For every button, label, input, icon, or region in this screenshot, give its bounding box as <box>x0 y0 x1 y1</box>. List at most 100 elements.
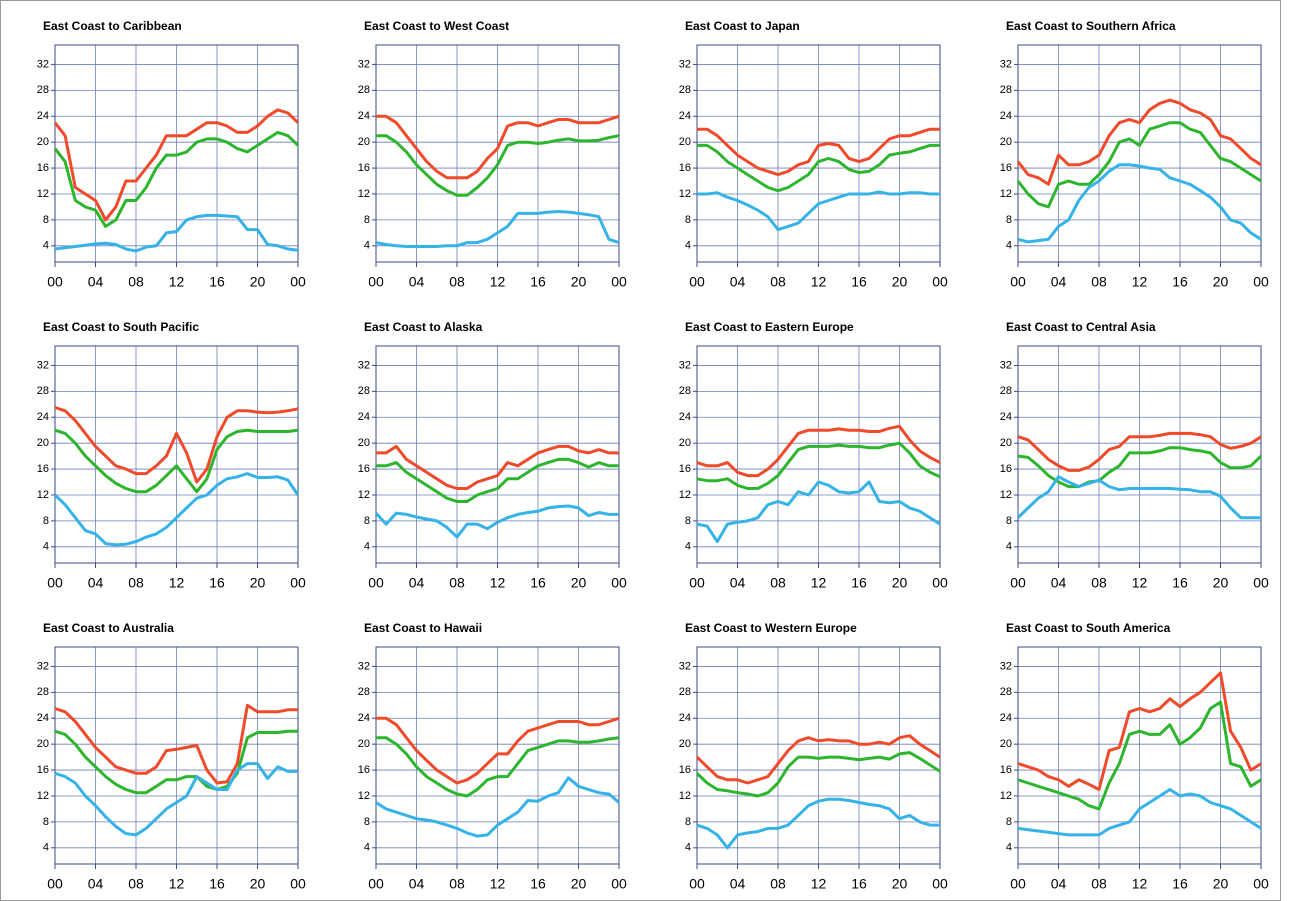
series-line <box>54 428 299 494</box>
x-tick-label: 20 <box>250 876 266 892</box>
y-tick-label: 16 <box>37 764 49 776</box>
x-tick-label: 00 <box>1010 575 1026 591</box>
chart-title: East Coast to Caribbean <box>43 19 182 33</box>
y-tick-label: 4 <box>43 240 49 252</box>
series-line <box>374 504 619 539</box>
x-tick-label: 16 <box>851 876 867 892</box>
chart-title: East Coast to Australia <box>43 621 174 635</box>
x-tick-label: 04 <box>1051 575 1067 591</box>
y-tick-label: 4 <box>1006 842 1012 854</box>
y-tick-label: 24 <box>358 411 370 423</box>
x-tick-label: 00 <box>290 575 306 591</box>
x-tick-label: 00 <box>689 575 705 591</box>
y-tick-label: 32 <box>37 58 49 70</box>
y-tick-label: 20 <box>358 136 370 148</box>
series-line <box>376 134 620 197</box>
x-tick-label: 16 <box>1172 876 1188 892</box>
y-tick-label: 32 <box>1000 58 1012 70</box>
y-tick-label: 24 <box>358 712 370 724</box>
x-tick-label: 16 <box>1172 575 1188 591</box>
y-tick-label: 28 <box>358 385 370 397</box>
x-tick-label: 00 <box>932 274 948 290</box>
series-line <box>696 424 941 478</box>
series-line <box>376 457 619 503</box>
x-tick-label: 00 <box>689 876 705 892</box>
y-tick-label: 8 <box>364 515 370 527</box>
x-tick-label: 16 <box>851 575 867 591</box>
y-tick-label: 28 <box>37 686 49 698</box>
y-tick-label: 28 <box>679 385 691 397</box>
y-tick-label: 8 <box>685 515 691 527</box>
series-line <box>1016 98 1262 186</box>
y-tick-label: 4 <box>364 541 370 553</box>
x-tick-label: 12 <box>490 274 506 290</box>
y-tick-label: 4 <box>364 842 370 854</box>
series-line <box>53 472 300 547</box>
y-tick-label: 16 <box>358 764 370 776</box>
plot-frame <box>1017 646 1262 865</box>
y-tick-label: 24 <box>679 110 691 122</box>
series-line <box>1016 475 1261 520</box>
x-tick-label: 00 <box>368 876 384 892</box>
y-tick-label: 24 <box>37 110 49 122</box>
y-tick-label: 12 <box>358 188 370 200</box>
y-tick-label: 32 <box>358 359 370 371</box>
x-tick-label: 12 <box>490 575 506 591</box>
x-tick-label: 12 <box>169 876 185 892</box>
series-line <box>54 762 298 837</box>
y-tick-label: 16 <box>1000 764 1012 776</box>
x-tick-label: 08 <box>1091 575 1107 591</box>
x-tick-label: 12 <box>1132 575 1148 591</box>
y-tick-label: 16 <box>679 162 691 174</box>
series-line <box>695 734 941 785</box>
series-line <box>376 736 620 798</box>
x-tick-label: 16 <box>530 575 546 591</box>
x-tick-label: 20 <box>1213 575 1229 591</box>
y-tick-label: 28 <box>37 84 49 96</box>
y-tick-label: 12 <box>679 188 691 200</box>
plot-frame <box>54 646 299 865</box>
x-tick-label: 12 <box>811 876 827 892</box>
y-tick-label: 32 <box>679 660 691 672</box>
series-line <box>696 480 941 544</box>
series-line <box>54 703 298 785</box>
series-line <box>697 127 940 177</box>
y-tick-label: 32 <box>1000 359 1012 371</box>
series-line <box>1017 788 1262 837</box>
y-tick-label: 4 <box>364 240 370 252</box>
y-tick-label: 8 <box>1006 816 1012 828</box>
series-line <box>696 441 941 490</box>
y-tick-label: 4 <box>1006 240 1012 252</box>
x-tick-label: 08 <box>770 876 786 892</box>
chart-panel: East Coast to Caribbean 4 8 12 16 20 24 28 32 00 0… <box>37 19 306 290</box>
y-tick-label: 28 <box>358 686 370 698</box>
series-line <box>54 406 299 484</box>
plot-frame <box>54 345 299 564</box>
x-tick-label: 12 <box>811 274 827 290</box>
y-tick-label: 4 <box>685 541 691 553</box>
y-tick-label: 20 <box>1000 738 1012 750</box>
y-tick-label: 20 <box>679 738 691 750</box>
x-tick-label: 00 <box>689 274 705 290</box>
x-tick-label: 08 <box>770 575 786 591</box>
chart-panel: East Coast to Southern Africa 4 8 12 16 20 24 2… <box>1000 19 1269 290</box>
plot-frame <box>1017 44 1262 263</box>
x-tick-label: 20 <box>571 274 587 290</box>
y-tick-label: 4 <box>43 541 49 553</box>
x-tick-label: 12 <box>1132 876 1148 892</box>
y-tick-label: 32 <box>358 58 370 70</box>
y-tick-label: 32 <box>679 359 691 371</box>
chart-title: East Coast to Eastern Europe <box>685 320 854 334</box>
x-tick-label: 16 <box>209 575 225 591</box>
plot-frame <box>696 44 941 263</box>
y-tick-label: 16 <box>37 463 49 475</box>
x-tick-label: 08 <box>770 274 786 290</box>
chart-title: East Coast to West Coast <box>364 19 509 33</box>
chart-panel: East Coast to Australia 4 8 12 16 20 24 28 32 00 0… <box>37 621 306 892</box>
y-tick-label: 24 <box>1000 712 1012 724</box>
chart-panel: East Coast to South America 4 8 12 16 20 24 28 3… <box>1000 621 1269 892</box>
chart-panel: East Coast to Japan 4 8 12 16 20 24 28 32 00 04 08 1… <box>679 19 948 290</box>
y-tick-label: 24 <box>37 712 49 724</box>
